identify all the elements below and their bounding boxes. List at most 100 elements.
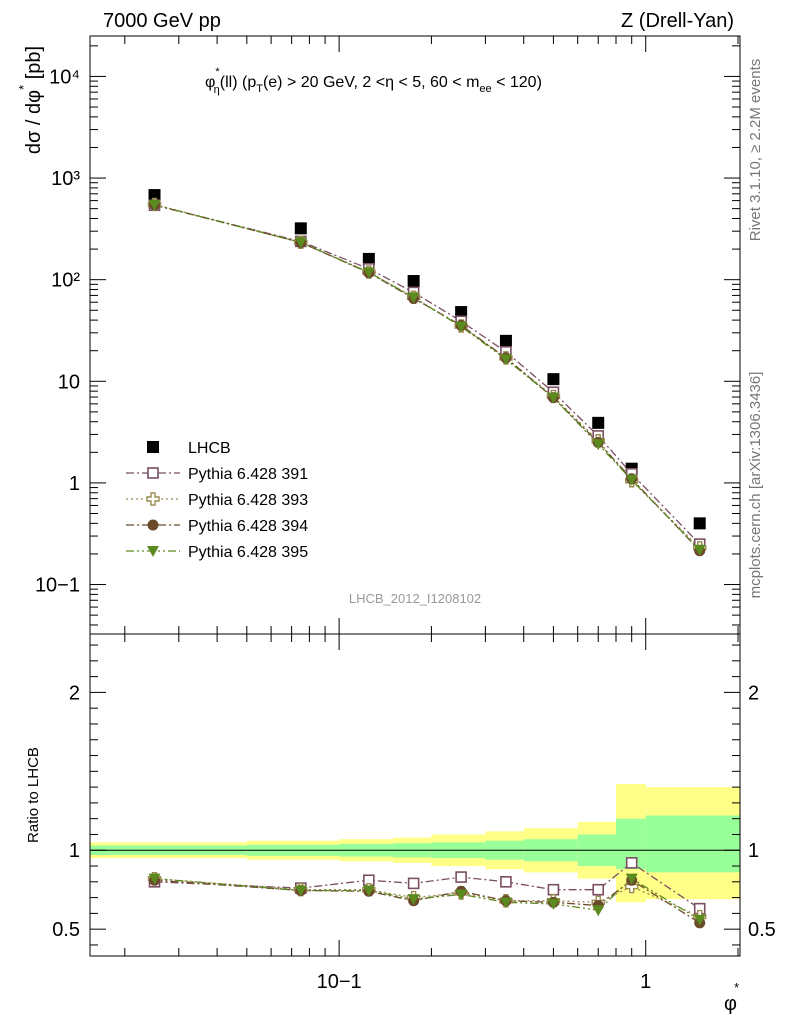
title-end: < 120) (492, 74, 542, 91)
ratio-point-series-0 (407, 877, 420, 890)
legend-marker-2 (146, 492, 160, 506)
ratio-point-series-3 (148, 873, 161, 885)
legend-label-2: Pythia 6.428 393 (188, 492, 308, 509)
rivet-label: Rivet 3.1.10, ≥ 2.2M events (747, 59, 764, 242)
mcplots-label: mcplots.cern.ch [arXiv:1306.3436] (747, 372, 764, 599)
data-point-series-4 (148, 199, 161, 211)
data-point-series-0 (499, 334, 512, 347)
y-tick-label: 1 (69, 473, 80, 495)
data-point-series-4 (455, 321, 468, 333)
ratio-point-series-3 (547, 898, 560, 910)
ratio-y-tick-label-left: 1 (69, 840, 80, 862)
analysis-watermark: LHCB_2012_I1208102 (349, 591, 481, 606)
x-axis-label: φ* (724, 980, 739, 1015)
ratio-axis-ticks (90, 634, 740, 956)
data-point-series-0 (148, 189, 161, 202)
data-point-series-0 (547, 373, 560, 386)
ratio-panel: 0.5 0.5 1 1 2 2 10−1 1 Ratio to LHCB φ* (25, 633, 776, 1015)
ratio-line-0 (154, 862, 701, 910)
data-point-series-4 (625, 474, 638, 486)
data-point-series-4 (407, 292, 420, 304)
main-axis-ticks (90, 36, 740, 634)
ratio-point-series-3 (625, 873, 638, 885)
legend-label-3: Pythia 6.428 394 (188, 518, 308, 535)
y-tick-label: 10−1 (35, 575, 80, 597)
data-point-series-0 (407, 275, 420, 288)
ratio-point-series-3 (455, 889, 468, 901)
data-point-series-4 (547, 392, 560, 404)
inner-band-segment (645, 815, 740, 873)
ratio-plot-area (89, 633, 741, 957)
data-point-series-4 (592, 439, 605, 451)
title-ee-sub: ee (479, 83, 491, 95)
chart-title: φ* η(ll) (pT(e) > 20 GeV, 2 <η < 5, 60 < … (205, 66, 542, 96)
ratio-point-series-3 (294, 885, 307, 897)
title-T-sub: T (256, 83, 263, 95)
ratio-point-series-3 (362, 885, 375, 897)
y-tick-label: 10³ (51, 168, 80, 190)
legend-marker-1 (147, 467, 159, 479)
ratio-series-lines (154, 862, 701, 924)
ratio-point-series-0 (547, 883, 560, 896)
ratio-point-series-0 (592, 883, 605, 896)
title-eta-sub: η (214, 84, 220, 96)
ratio-point-series-3 (499, 897, 512, 909)
data-point-series-0 (592, 416, 605, 429)
legend: LHCB Pythia 6.428 391 Pythia 6.428 393 Pyth… (126, 440, 308, 561)
ratio-line-3 (154, 877, 701, 921)
title-ll: (ll) (p (220, 74, 257, 91)
ratio-y-tick-label-right: 0.5 (748, 919, 776, 941)
ylabel-unit: [pb] (23, 46, 45, 85)
data-point-series-0 (455, 306, 468, 319)
ratio-y-tick-label-left: 2 (69, 682, 80, 704)
ratio-y-tick-label-left: 0.5 (52, 919, 80, 941)
ratio-y-tick-label-right: 2 (748, 682, 759, 704)
main-y-tick-labels: 10−1 1 10 10² 10³ 10⁴ (35, 66, 80, 596)
data-point-series-0 (362, 252, 375, 265)
ratio-series-markers (147, 857, 707, 929)
x-tick-label: 10−1 (317, 971, 362, 993)
ylabel-main: dσ / dφ (23, 90, 45, 154)
header-left: 7000 GeV pp (103, 10, 221, 32)
ratio-point-series-0 (500, 876, 512, 888)
legend-marker-0 (147, 441, 159, 453)
ratio-y-axis-label: Ratio to LHCB (25, 747, 42, 843)
ratio-point-series-3 (693, 914, 706, 926)
title-star: * (215, 66, 220, 78)
y-tick-label: 10⁴ (49, 66, 80, 88)
ratio-line-1 (154, 878, 700, 918)
ratio-y-tick-labels: 0.5 0.5 1 1 2 2 (52, 682, 776, 941)
data-point-series-4 (362, 267, 375, 279)
title-phi: φ (205, 74, 215, 91)
data-point-series-0 (294, 222, 307, 235)
legend-marker-3 (147, 519, 159, 531)
series-line-4 (154, 204, 701, 551)
y-tick-label: 10 (58, 371, 80, 393)
ratio-point-series-3 (407, 894, 420, 906)
xlabel-phi: φ (724, 993, 737, 1015)
data-point-series-0 (693, 517, 706, 530)
main-series-lines (154, 203, 701, 552)
ratio-y-tick-label-right: 1 (748, 840, 759, 862)
main-series-markers (147, 189, 707, 557)
x-tick-labels: 10−1 1 (317, 971, 652, 993)
ratio-uncertainty-bands (90, 783, 740, 903)
legend-marker-4 (147, 546, 159, 557)
ratio-point-series-0 (625, 857, 638, 869)
data-point-series-4 (499, 354, 512, 366)
y-tick-label: 10² (51, 270, 80, 292)
header-right: Z (Drell-Yan) (621, 10, 734, 32)
x-tick-label: 1 (640, 971, 651, 993)
ratio-point-series-0 (455, 871, 467, 883)
series-line-3 (154, 204, 701, 552)
series-line-1 (154, 204, 701, 545)
ratio-point-series-3 (592, 905, 605, 917)
ylabel-star: * (16, 85, 31, 90)
xlabel-star: * (734, 980, 739, 995)
title-mid: (e) > 20 GeV, 2 <η < 5, 60 < m (263, 74, 479, 91)
data-point-series-4 (693, 544, 706, 556)
legend-label-0: LHCB (188, 440, 231, 457)
legend-label-4: Pythia 6.428 395 (188, 544, 308, 561)
